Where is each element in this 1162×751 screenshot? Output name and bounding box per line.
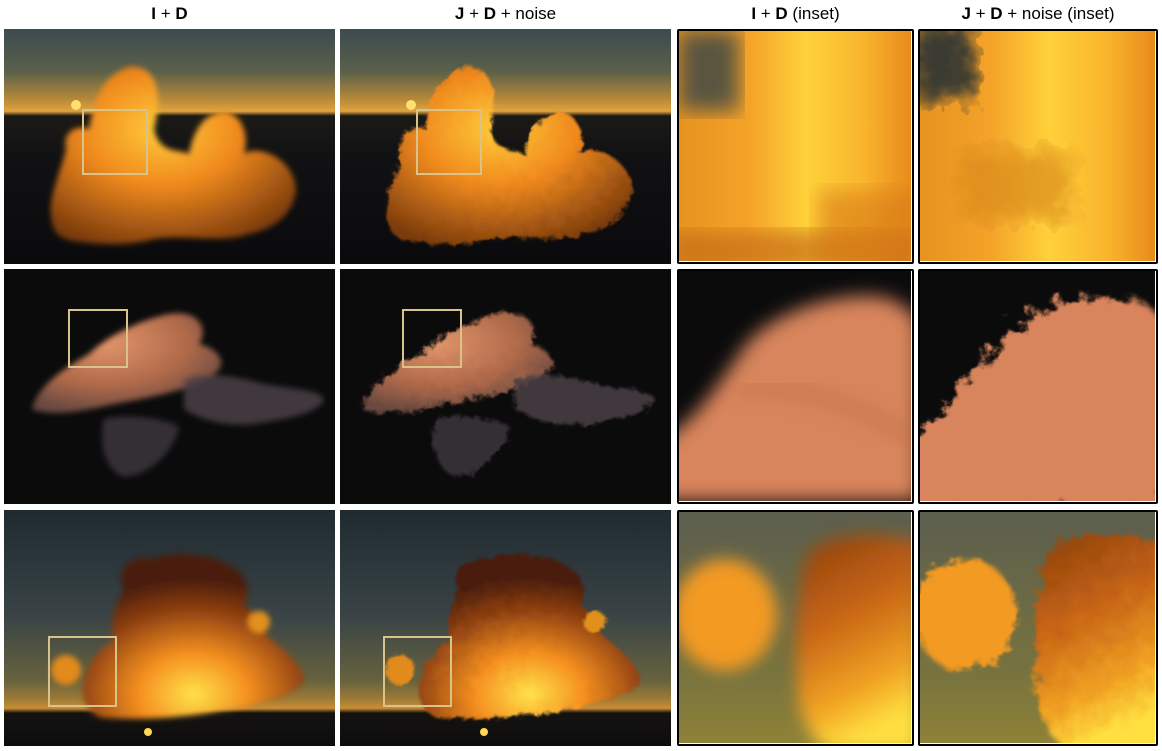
inset-box — [402, 309, 462, 368]
inset-box — [48, 636, 117, 707]
column-header-1: I + D — [151, 4, 188, 23]
panel-row1-render-noise — [340, 29, 671, 264]
panel-row2-inset-noise — [918, 269, 1158, 504]
column-header-4: J + D + noise (inset) — [961, 4, 1115, 23]
panel-row2-render-noise — [340, 269, 671, 504]
inset-box — [82, 109, 148, 175]
inset-box — [383, 636, 452, 707]
panel-row3-render — [4, 510, 335, 746]
column-header-3: I + D (inset) — [751, 4, 840, 23]
column-header-2: J + D + noise — [454, 4, 557, 23]
panel-row1-render — [4, 29, 335, 264]
inset-box — [68, 309, 128, 368]
panel-row1-inset-noise — [918, 29, 1158, 264]
inset-box — [416, 109, 482, 175]
panel-row3-render-noise — [340, 510, 671, 746]
panel-row3-inset-noise — [918, 510, 1158, 746]
panel-row2-render — [4, 269, 335, 504]
panel-row2-inset — [677, 269, 914, 504]
panel-row3-inset — [677, 510, 914, 746]
panel-row1-inset — [677, 29, 914, 264]
